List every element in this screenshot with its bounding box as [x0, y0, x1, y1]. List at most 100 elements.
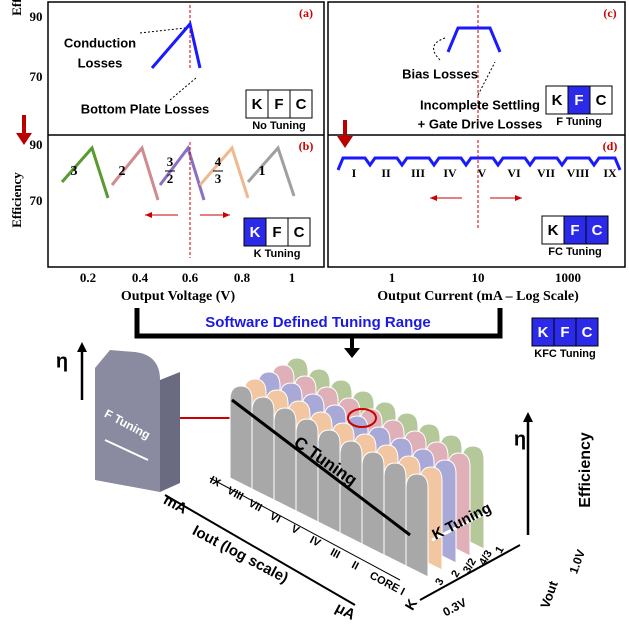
arrowhead — [515, 195, 522, 201]
ratio: 2 — [167, 171, 174, 186]
annotation: Bias Losses — [402, 66, 478, 81]
x-axis-label: Output Current (mA – Log Scale) — [377, 289, 579, 304]
panel-label: (b) — [299, 139, 314, 153]
region-label: IX — [208, 474, 223, 490]
fin — [252, 397, 274, 500]
arrow — [344, 336, 360, 358]
fin — [384, 463, 406, 566]
tuning-letter: K — [252, 96, 263, 113]
annotation: Conduction — [64, 35, 136, 50]
pointer — [170, 78, 196, 100]
tuning-letter: K — [538, 324, 549, 341]
region-label: IV — [443, 166, 457, 180]
x-axis-label: Output Voltage (V) — [121, 289, 236, 304]
fin — [274, 408, 296, 511]
tuning-label: F Tuning — [556, 116, 602, 128]
fin — [340, 441, 362, 544]
arrowhead — [523, 412, 533, 422]
eta: η — [514, 428, 526, 450]
efficiency-curve — [448, 28, 500, 52]
region-label: V — [289, 523, 302, 537]
tuning-letter: F — [560, 324, 569, 341]
x-tick: 1000 — [555, 270, 581, 285]
y-tick: 90 — [30, 137, 43, 152]
tuning-letter: K — [250, 224, 261, 241]
tuning-label: FC Tuning — [548, 246, 602, 258]
arrowhead — [223, 212, 230, 218]
region-label: VII — [537, 166, 555, 180]
ratio: 3 — [167, 154, 174, 169]
y-tick: 70 — [30, 69, 43, 84]
voltage-axis-label: Vout — [537, 578, 561, 610]
tuning-letter: C — [294, 224, 305, 241]
arrowhead — [145, 212, 152, 218]
tuning-letter: F — [272, 224, 281, 241]
ratio: 4 — [215, 154, 222, 169]
tuning-letter: F — [574, 92, 583, 109]
ratio: 3 — [71, 164, 78, 179]
tuning-label: KFC Tuning — [534, 348, 596, 360]
region-label: VII — [246, 497, 264, 514]
region-label: IX — [603, 166, 617, 180]
pointer — [140, 28, 185, 33]
region-label: CORE I — [367, 570, 406, 598]
arrowhead — [430, 195, 437, 201]
x-tick: 1 — [289, 270, 296, 285]
y-axis-label: Efficiency — [9, 172, 24, 228]
ratio: 3 — [215, 171, 222, 186]
region-label: V — [478, 166, 487, 180]
tuning-range-title: Software Defined Tuning Range — [205, 314, 431, 331]
annotation: Losses — [78, 55, 123, 70]
region-label: VI — [268, 510, 283, 525]
x-tick: 0.4 — [132, 270, 149, 285]
arrowhead — [77, 342, 87, 352]
x-tick: 1 — [389, 270, 396, 285]
region-label: VI — [507, 166, 521, 180]
efficiency-label: Efficiency — [577, 432, 594, 508]
ratio: 2 — [119, 164, 126, 179]
x-tick: 10 — [472, 270, 485, 285]
ratio: 3/2 — [461, 556, 479, 575]
tuning-letter: F — [274, 96, 283, 113]
curve — [200, 148, 248, 198]
pointer — [434, 38, 445, 60]
region-label: I — [352, 166, 357, 180]
curve — [62, 148, 108, 198]
region-label: II — [350, 559, 361, 572]
arrow — [337, 120, 353, 148]
tuning-letter: C — [296, 96, 307, 113]
voltage-end: 0.3V — [440, 595, 468, 619]
curve — [248, 148, 294, 196]
tuning-letter: K — [548, 222, 559, 239]
fin — [406, 474, 428, 577]
panel-label: (a) — [299, 6, 313, 20]
k-axis: K — [401, 596, 420, 613]
pointer — [478, 62, 495, 95]
region-label: VIII — [567, 166, 590, 180]
tuning-letter: K — [552, 92, 563, 109]
annotation: Bottom Plate Losses — [81, 101, 210, 116]
tuning-letter: C — [596, 92, 607, 109]
tuning-letter: C — [582, 324, 593, 341]
axis-end: μA — [332, 599, 358, 623]
tuning-letter: C — [592, 222, 603, 239]
tuning-label: No Tuning — [252, 120, 306, 132]
panel-label: (d) — [603, 139, 618, 153]
x-tick: 0.6 — [182, 270, 199, 285]
ratio: 1 — [259, 164, 266, 179]
f-block-side — [160, 372, 180, 492]
x-tick: 0.8 — [234, 270, 251, 285]
y-axis-label: Efficiency — [9, 0, 24, 16]
annotation: + Gate Drive Losses — [418, 116, 543, 131]
figure: EfficiencyEfficiency90709070(a)(b)(c)(d)… — [0, 0, 629, 627]
x-tick: 0.2 — [80, 270, 96, 285]
annotation: Incomplete Settling — [420, 97, 540, 112]
fin — [362, 452, 384, 555]
region-label: III — [411, 166, 425, 180]
y-tick: 70 — [30, 193, 43, 208]
tuning-letter: F — [570, 222, 579, 239]
voltage-end: 1.0V — [566, 548, 588, 576]
eta: η — [56, 350, 68, 372]
tuning-label: K Tuning — [254, 248, 301, 260]
ratio: 4/3 — [477, 548, 495, 567]
